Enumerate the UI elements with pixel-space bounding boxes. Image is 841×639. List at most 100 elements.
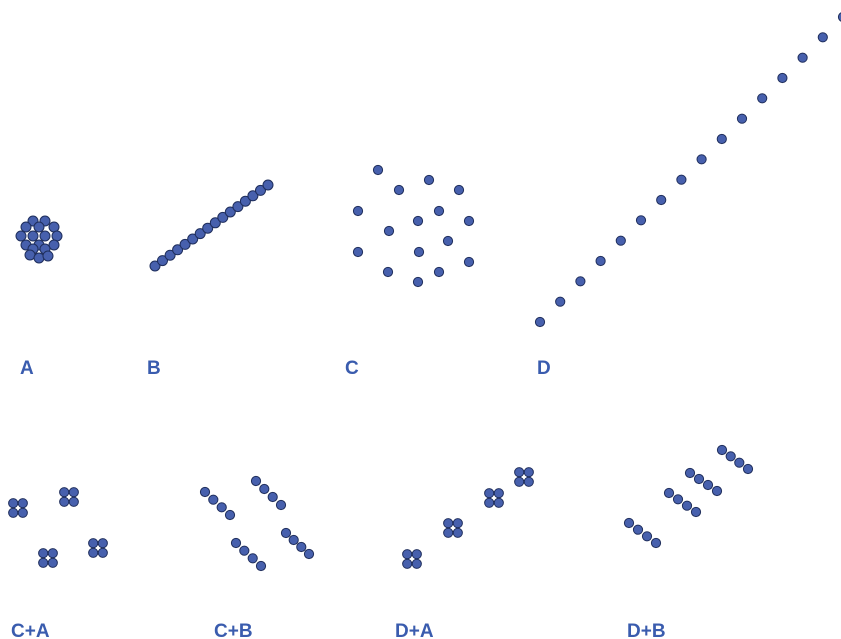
pattern-a-dot	[48, 239, 60, 251]
pattern-d-dot	[736, 113, 748, 124]
pattern-b-dot	[164, 249, 176, 261]
pattern-c-plus-b-dot	[280, 527, 292, 539]
pattern-d-plus-b-dot	[672, 494, 684, 505]
pattern-d-plus-a-dot	[523, 476, 534, 487]
pattern-d-plus-a-dot	[484, 488, 495, 499]
pattern-d-dot	[575, 276, 586, 287]
pattern-c-plus-a-dot	[88, 547, 99, 558]
pattern-c-plus-a-dot	[97, 538, 108, 549]
pattern-c-plus-b-dot	[288, 534, 299, 546]
label-d: D	[537, 358, 551, 379]
pattern-d-plus-a-dot	[452, 527, 463, 538]
pattern-d-plus-a-dot	[402, 558, 413, 569]
pattern-c-plus-a-dot	[8, 507, 19, 518]
pattern-c-plus-b-dot	[250, 475, 262, 487]
pattern-c-dot	[352, 205, 364, 217]
pattern-b-dot	[255, 184, 266, 196]
pattern-b-dot	[239, 195, 251, 207]
pattern-d-dot	[817, 32, 828, 43]
pattern-d-plus-b-dot	[716, 444, 728, 456]
pattern-b-dot	[232, 201, 244, 213]
pattern-c-plus-a-dot	[38, 548, 49, 559]
pattern-d-plus-b-dot	[702, 479, 714, 491]
pattern-d-dot	[777, 72, 788, 84]
pattern-c-dot	[372, 164, 384, 176]
pattern-d-plus-b-dot	[693, 473, 705, 485]
pattern-b-dot	[194, 228, 206, 240]
pattern-d-plus-b-dot	[725, 451, 736, 462]
pattern-c-dot	[412, 276, 424, 288]
pattern-c-dot	[413, 246, 425, 258]
pattern-b-dot	[179, 238, 191, 250]
pattern-c-plus-a-dot	[38, 557, 49, 568]
pattern-b-dot	[217, 211, 229, 223]
pattern-c-dot	[453, 184, 465, 196]
pattern-d-dot	[716, 133, 727, 145]
pattern-d-plus-b-dot	[650, 537, 662, 549]
pattern-d-plus-b-dot	[623, 517, 635, 529]
pattern-c-plus-b-dot	[275, 499, 287, 511]
pattern-a-dot	[51, 230, 63, 242]
pattern-b-dot	[209, 217, 221, 229]
pattern-b-dot	[187, 233, 199, 245]
pattern-b-dot	[224, 206, 236, 218]
pattern-c-plus-b-dot	[199, 486, 211, 498]
pattern-a-dot	[33, 252, 45, 264]
pattern-d-plus-b-dot	[681, 500, 693, 511]
pattern-d-plus-a-dot	[443, 518, 454, 529]
pattern-a-dot	[48, 221, 60, 233]
dot-layer	[8, 12, 841, 572]
pattern-d-dot	[615, 235, 626, 246]
pattern-c-plus-a-dot	[47, 548, 58, 559]
pattern-a-dot	[39, 230, 51, 242]
pattern-d-plus-b-dot	[684, 467, 696, 479]
pattern-a-dot	[20, 221, 32, 233]
pattern-a-dot	[27, 230, 39, 242]
pattern-c-dot	[442, 235, 454, 247]
pattern-b-dot	[172, 244, 184, 256]
label-c-plus-a: C+A	[11, 621, 50, 639]
pattern-c-plus-b-dot	[296, 541, 307, 553]
pattern-a-dot	[33, 221, 45, 233]
pattern-c-dot	[393, 184, 405, 196]
pattern-c-dot	[383, 225, 395, 237]
pattern-c-plus-b-dot	[239, 545, 250, 556]
pattern-d-dot	[595, 255, 606, 267]
label-d-plus-a: D+A	[395, 621, 434, 639]
pattern-d-dot	[555, 296, 566, 307]
pattern-a-dot	[42, 250, 54, 262]
pattern-d-dot	[757, 93, 768, 104]
pattern-d-plus-a-dot	[402, 549, 413, 560]
pattern-b-dot	[247, 190, 259, 202]
pattern-c-plus-a-dot	[47, 557, 58, 568]
pattern-d-plus-b-dot	[734, 457, 745, 468]
pattern-c-plus-b-dot	[247, 553, 258, 564]
pattern-d-dot	[837, 12, 841, 22]
pattern-c-dot	[463, 256, 475, 268]
pattern-c-plus-b-dot	[224, 509, 236, 521]
pattern-d-plus-b-dot	[690, 506, 702, 518]
pattern-d-plus-a-dot	[493, 488, 504, 499]
pattern-c-plus-a-dot	[59, 496, 70, 507]
pattern-c-plus-a-dot	[88, 538, 99, 549]
pattern-d-dot	[656, 194, 667, 206]
pattern-c-plus-a-dot	[59, 487, 70, 498]
pattern-d-plus-b-dot	[742, 463, 754, 475]
pattern-d-plus-a-dot	[443, 527, 454, 538]
pattern-c-plus-b-dot	[259, 483, 270, 495]
pattern-d-plus-b-dot	[641, 531, 653, 542]
label-a: A	[20, 358, 34, 379]
pattern-d-dot	[635, 215, 647, 226]
pattern-b-dot	[202, 222, 214, 234]
pattern-c-plus-b-dot	[303, 548, 315, 560]
pattern-d-plus-a-dot	[411, 549, 422, 560]
label-d-plus-b: D+B	[627, 621, 666, 639]
pattern-d-plus-b-dot	[663, 487, 675, 499]
pattern-c-dot	[433, 266, 445, 278]
label-b: B	[147, 358, 161, 379]
pattern-c-plus-a-dot	[17, 507, 28, 518]
pattern-c-plus-b-dot	[230, 537, 242, 549]
label-c: C	[345, 358, 359, 379]
pattern-c-plus-b-dot	[216, 502, 227, 513]
pattern-c-dot	[433, 205, 445, 217]
